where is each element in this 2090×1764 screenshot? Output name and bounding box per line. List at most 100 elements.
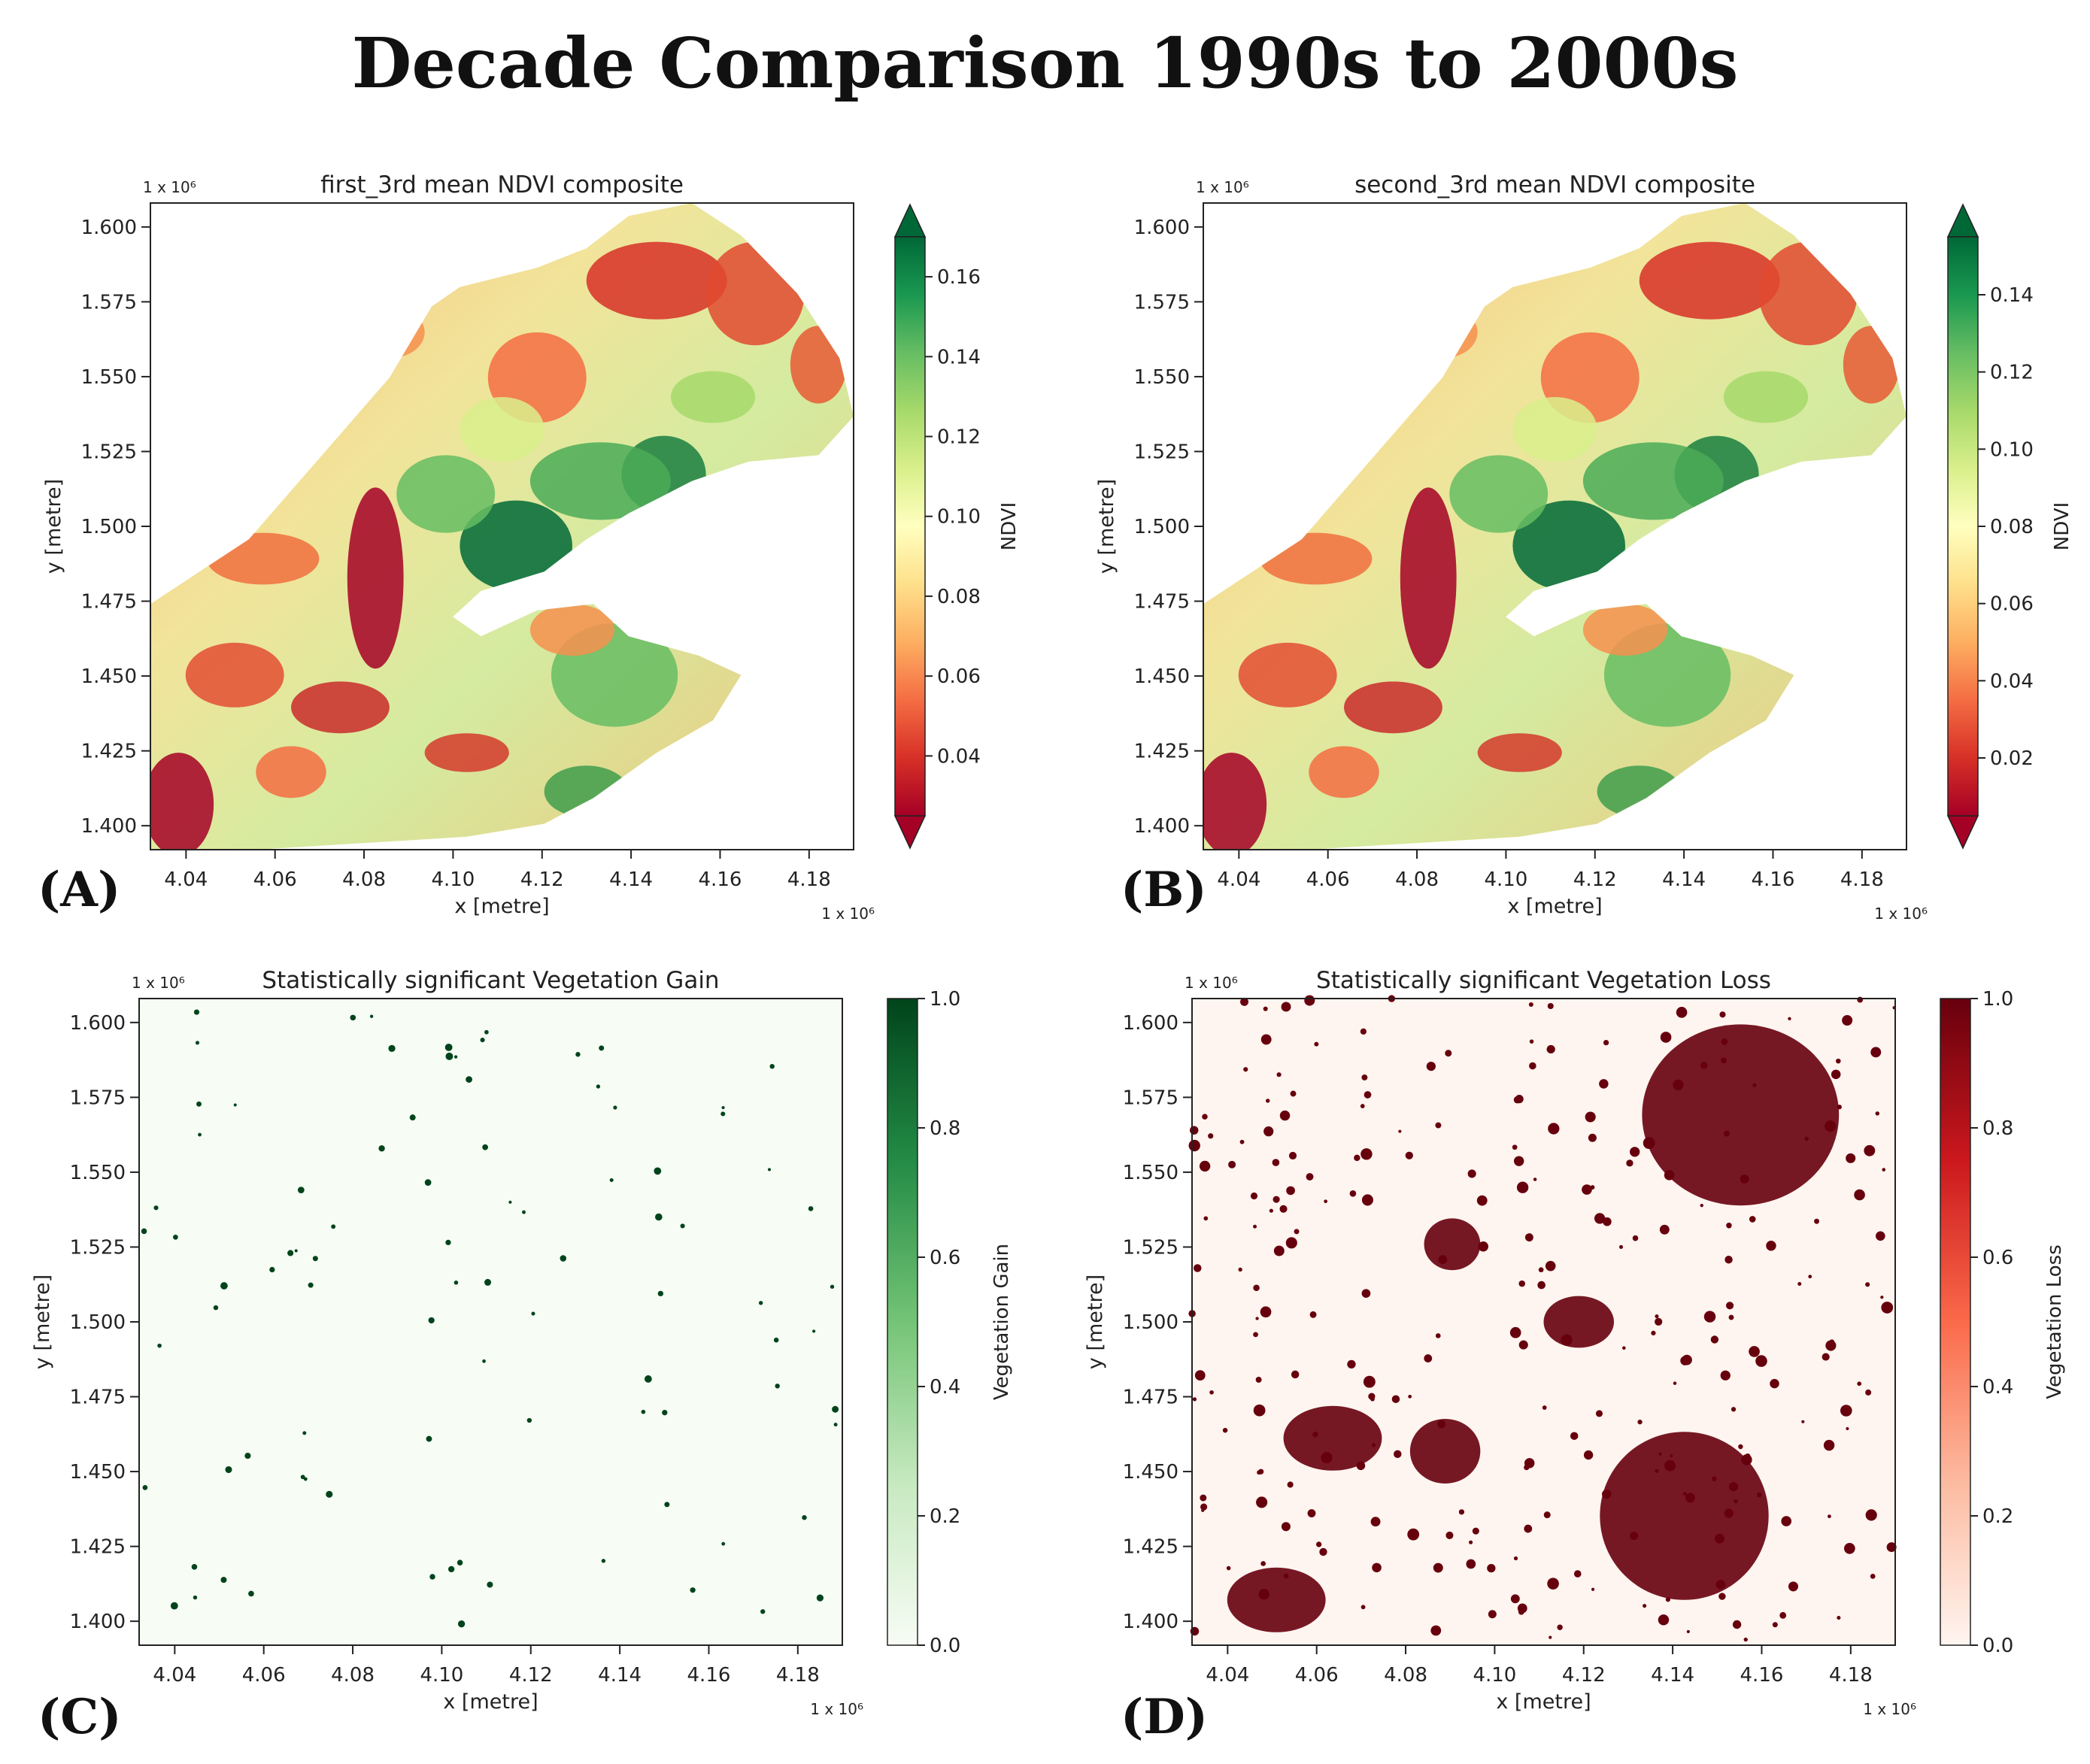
loss-pixel bbox=[1360, 1028, 1367, 1035]
loss-cluster bbox=[1642, 1024, 1840, 1206]
loss-pixel bbox=[1779, 1611, 1787, 1619]
x-tick-label: 4.18 bbox=[1829, 1664, 1873, 1687]
loss-pixel bbox=[1354, 1154, 1360, 1162]
loss-pixel bbox=[1588, 1133, 1597, 1142]
loss-pixel bbox=[1875, 1111, 1880, 1116]
ndvi-patch bbox=[460, 500, 572, 591]
loss-pixel bbox=[1405, 1151, 1413, 1159]
loss-pixel bbox=[1865, 1389, 1872, 1396]
x-tick-label: 4.08 bbox=[1384, 1664, 1427, 1687]
ndvi-patch bbox=[396, 455, 496, 533]
gain-pixel bbox=[453, 1281, 459, 1285]
loss-pixel bbox=[1880, 1296, 1884, 1299]
colorbar-tick-label: 1.0 bbox=[1982, 988, 2013, 1011]
ndvi-patch bbox=[1238, 642, 1337, 708]
x-scale-factor: 1 x 10⁶ bbox=[810, 1700, 863, 1718]
loss-pixel bbox=[1846, 1153, 1856, 1163]
y-tick-label: 1.425 bbox=[1134, 741, 1190, 763]
loss-pixel bbox=[1781, 1516, 1792, 1526]
loss-pixel bbox=[1361, 1194, 1373, 1206]
x-tick-label: 4.12 bbox=[1573, 868, 1617, 891]
loss-pixel bbox=[1257, 1468, 1264, 1475]
gain-pixel bbox=[196, 1101, 202, 1107]
loss-pixel bbox=[1478, 1241, 1488, 1252]
loss-pixel bbox=[1721, 1038, 1728, 1045]
loss-pixel bbox=[1437, 1420, 1446, 1429]
loss-pixel bbox=[1256, 1496, 1268, 1508]
loss-pixel bbox=[1801, 1420, 1805, 1423]
loss-pixel bbox=[1755, 1355, 1767, 1367]
colorbar-tick-label: 0.10 bbox=[937, 506, 981, 529]
loss-pixel bbox=[1595, 1410, 1603, 1417]
x-tick-label: 4.06 bbox=[1306, 868, 1350, 891]
loss-pixel bbox=[1370, 1517, 1381, 1527]
y-tick-label: 1.550 bbox=[1134, 366, 1190, 389]
gain-pixel bbox=[248, 1590, 254, 1597]
loss-pixel bbox=[1188, 1139, 1200, 1152]
y-tick-label: 1.500 bbox=[1123, 1311, 1178, 1334]
ndvi-patch bbox=[1512, 500, 1625, 591]
loss-pixel bbox=[1837, 1105, 1842, 1110]
loss-pixel bbox=[1314, 1041, 1319, 1047]
gain-pixel bbox=[812, 1329, 816, 1333]
loss-pixel bbox=[1279, 1110, 1291, 1121]
loss-pixel bbox=[1651, 1330, 1656, 1336]
colorbar-tick-label: 0.10 bbox=[1990, 438, 2034, 461]
ndvi-patch bbox=[1512, 397, 1597, 462]
loss-pixel bbox=[1253, 1284, 1260, 1292]
gain-pixel bbox=[613, 1105, 617, 1110]
loss-pixel bbox=[1561, 1334, 1573, 1346]
loss-pixel bbox=[1467, 1169, 1476, 1178]
colorbar-tick-label: 0.8 bbox=[1982, 1117, 2013, 1140]
loss-pixel bbox=[1433, 1562, 1443, 1573]
loss-pixel bbox=[1476, 1195, 1488, 1206]
colorbar-tick-label: 0.04 bbox=[1990, 670, 2034, 693]
y-tick-label: 1.425 bbox=[81, 741, 137, 763]
loss-pixel bbox=[1290, 1090, 1297, 1097]
gain-pixel bbox=[428, 1317, 435, 1324]
gain-pixel bbox=[193, 1595, 198, 1600]
gain-pixel bbox=[531, 1311, 535, 1316]
loss-pixel bbox=[1424, 1354, 1433, 1362]
colorbar-extend-top bbox=[1946, 203, 1979, 238]
gain-pixel bbox=[326, 1490, 333, 1498]
loss-pixel bbox=[1718, 1593, 1726, 1600]
gain-pixel bbox=[775, 1384, 780, 1389]
loss-pixel bbox=[1201, 1508, 1205, 1512]
loss-pixel bbox=[1398, 1129, 1402, 1133]
loss-pixel bbox=[1724, 1256, 1733, 1264]
y-scale-factor: 1 x 10⁶ bbox=[1185, 974, 1238, 992]
gain-pixel bbox=[721, 1105, 725, 1110]
gain-pixel bbox=[409, 1114, 416, 1121]
loss-pixel bbox=[1660, 1032, 1672, 1043]
loss-pixel bbox=[1673, 1079, 1684, 1091]
colorbar-tick-label: 0.6 bbox=[930, 1247, 960, 1269]
loss-pixel bbox=[1200, 1503, 1208, 1511]
colorbar-tick-label: 0.12 bbox=[1990, 362, 2034, 384]
loss-pixel bbox=[1875, 1231, 1885, 1241]
gain-pixel bbox=[220, 1577, 227, 1584]
x-tick-label: 4.06 bbox=[242, 1664, 286, 1687]
loss-pixel bbox=[1294, 1229, 1300, 1235]
loss-pixel bbox=[1360, 1148, 1373, 1160]
loss-pixel bbox=[1726, 1302, 1734, 1310]
loss-pixel bbox=[1435, 1122, 1442, 1129]
loss-cluster bbox=[1409, 1419, 1481, 1484]
panel-title: Statistically significant Vegetation Los… bbox=[1316, 967, 1771, 994]
y-tick-label: 1.550 bbox=[1123, 1162, 1178, 1184]
x-axis-label: x [metre] bbox=[1507, 895, 1602, 918]
loss-pixel bbox=[1602, 1489, 1612, 1499]
loss-pixel bbox=[1307, 1509, 1316, 1517]
loss-pixel bbox=[1655, 1317, 1663, 1326]
loss-pixel bbox=[1263, 1006, 1268, 1011]
gain-pixel bbox=[522, 1210, 526, 1214]
loss-pixel bbox=[1664, 1169, 1675, 1181]
loss-pixel bbox=[1542, 1405, 1547, 1410]
loss-pixel bbox=[1882, 1168, 1886, 1171]
panel-label: (B) bbox=[1121, 862, 1207, 918]
loss-pixel bbox=[1637, 1420, 1643, 1425]
gain-pixel bbox=[767, 1168, 772, 1171]
loss-pixel bbox=[1658, 1452, 1662, 1456]
gain-pixel bbox=[832, 1405, 839, 1413]
